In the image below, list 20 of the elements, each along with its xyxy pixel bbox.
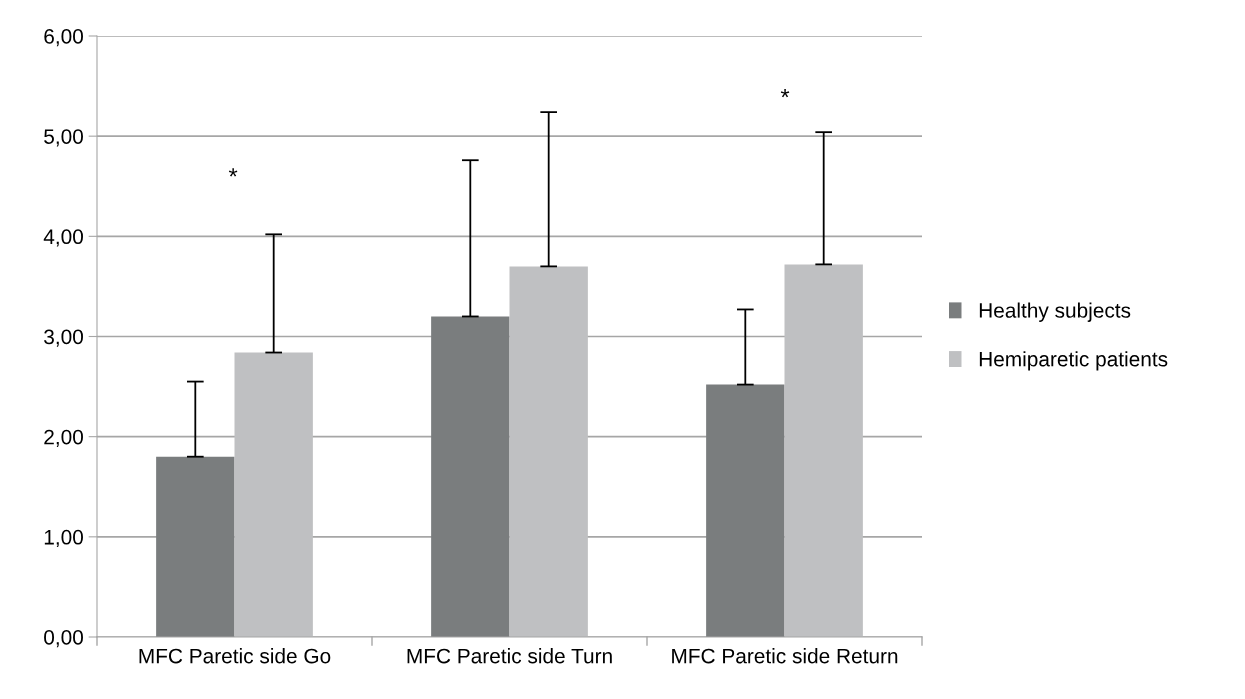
bar bbox=[509, 266, 588, 637]
bar bbox=[431, 316, 510, 637]
y-tick-label: 6,00 bbox=[44, 29, 83, 47]
x-tick-label: MFC Paretic side Turn bbox=[407, 648, 612, 664]
annotation: * bbox=[780, 88, 790, 98]
x-tick-label: MFC Paretic side Return bbox=[672, 648, 898, 664]
bar bbox=[784, 264, 863, 637]
x-tick-label: MFC Paretic side Go bbox=[139, 648, 331, 664]
legend-label: Healthy subjects bbox=[979, 302, 1131, 322]
y-tick-label: 3,00 bbox=[44, 329, 83, 347]
y-tick-label: 1,00 bbox=[44, 529, 83, 548]
bar bbox=[706, 384, 785, 637]
legend-label: Hemiparetic patients bbox=[979, 351, 1168, 371]
bar bbox=[156, 456, 235, 637]
y-tick-label: 5,00 bbox=[44, 129, 83, 147]
y-tick-label: 2,00 bbox=[44, 429, 83, 447]
y-tick-label: 4,00 bbox=[43, 229, 83, 247]
bar bbox=[234, 352, 313, 637]
annotation: * bbox=[228, 168, 238, 177]
y-tick-label: 0,00 bbox=[44, 630, 83, 648]
